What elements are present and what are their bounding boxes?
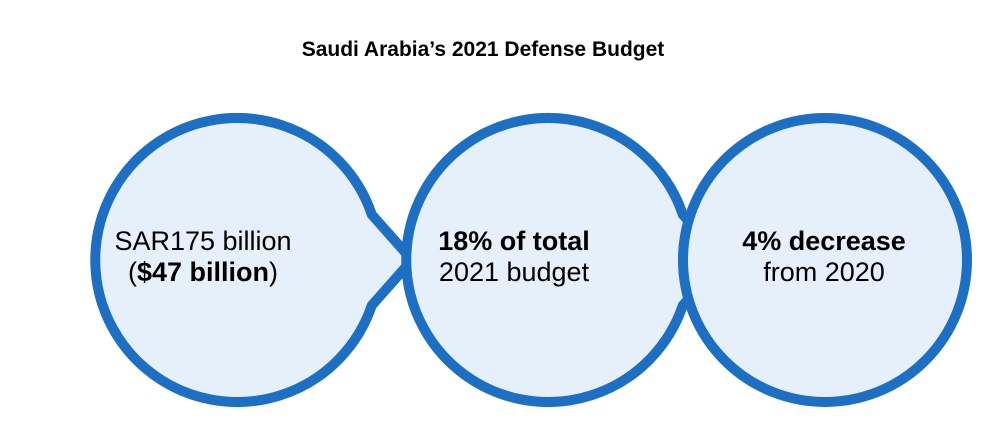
circle-3-text: 4% decrease from 2020	[709, 226, 939, 288]
circle-step-3	[678, 113, 972, 407]
circle-1-text: SAR175 billion ($47 billion)	[88, 226, 318, 288]
diagram-title: Saudi Arabia’s 2021 Defense Budget	[301, 38, 665, 61]
circle-2-text: 18% of total 2021 budget	[399, 226, 629, 288]
circle-3-line-2: from 2020	[763, 257, 885, 287]
circle-1-bold-value: $47 billion	[136, 257, 270, 287]
circle-1-line-2: ($47 billion)	[127, 257, 279, 287]
circle-1-line-1: SAR175 billion	[114, 226, 292, 256]
circle-2-line-2: 2021 budget	[438, 257, 590, 287]
circle-step-2	[401, 113, 730, 407]
circle-3-line-1: 4% decrease	[742, 226, 906, 256]
circle-step-1	[90, 113, 419, 407]
circle-2-line-1: 18% of total	[438, 226, 590, 256]
